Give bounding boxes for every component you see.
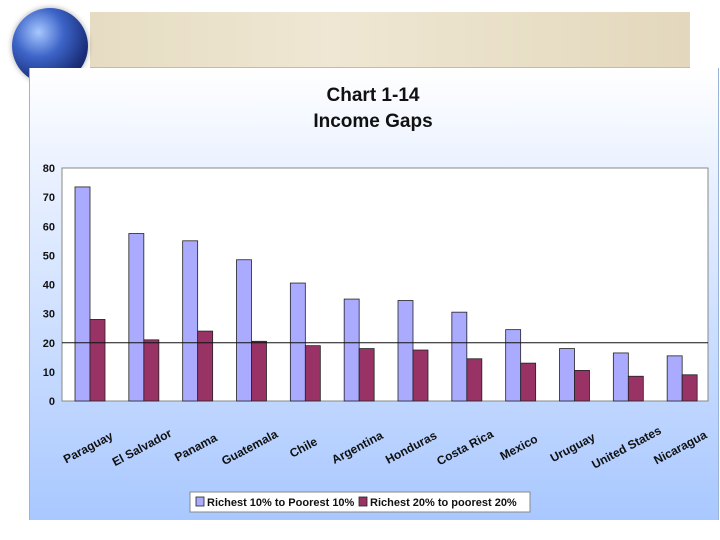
bar-richest20-argentina (358, 348, 375, 402)
chart-subtitle: Income Gaps (313, 111, 432, 132)
x-tick-label: Argentina (329, 428, 385, 467)
x-tick-label: Paraguay (61, 428, 116, 466)
y-tick-label: 80 (43, 163, 55, 175)
legend-swatch (358, 496, 368, 507)
y-tick-label: 60 (43, 221, 55, 233)
bar-richest20-united-states (627, 375, 644, 402)
y-axis: 0 10 20 30 40 50 60 70 80 (43, 163, 55, 408)
bar-richest20-panama (197, 330, 214, 402)
bar-richest10-costa-rica (451, 311, 468, 402)
plot-area (61, 167, 709, 402)
x-tick-label: El Salvador (110, 426, 175, 469)
bar-richest10-panama (182, 240, 199, 402)
bar-richest10-guatemala (236, 259, 252, 402)
bar-richest20-guatemala (251, 340, 267, 402)
bar-richest20-mexico (520, 362, 537, 402)
bar-richest10-paraguay (74, 186, 91, 402)
x-tick-label: Panama (172, 430, 219, 464)
bar-richest10-uruguay (559, 348, 575, 402)
bar-richest20-uruguay (574, 370, 590, 402)
x-tick-label: Honduras (383, 428, 439, 467)
bar-richest20-chile (304, 345, 321, 402)
bar-richest10-honduras (397, 300, 414, 402)
legend-label: Richest 10% to Poorest 10% (207, 497, 355, 509)
x-tick-label: United States (589, 423, 664, 472)
bar-richest20-paraguay (89, 319, 106, 402)
bar-richest20-honduras (412, 349, 429, 402)
bar-richest10-el-salvador (128, 233, 145, 402)
y-tick-label: 40 (43, 280, 55, 292)
legend: Richest 10% to Poorest 10% Richest 20% to… (189, 491, 531, 513)
x-tick-label: Mexico (498, 432, 540, 463)
x-tick-label: Chile (287, 434, 320, 460)
legend-label: Richest 20% to poorest 20% (370, 497, 517, 509)
y-tick-label: 0 (49, 396, 55, 408)
bar-richest10-mexico (505, 329, 522, 402)
bar-richest10-chile (289, 282, 306, 402)
y-tick-label: 30 (43, 309, 55, 321)
bars-group (74, 186, 698, 402)
y-tick-label: 20 (43, 338, 55, 350)
x-tick-label: Costa Rica (434, 427, 496, 469)
bar-richest20-el-salvador (143, 339, 160, 402)
bar-richest10-united-states (612, 352, 629, 402)
y-tick-label: 10 (43, 367, 55, 379)
bar-richest20-costa-rica (466, 358, 483, 402)
legend-swatch (195, 496, 205, 507)
y-tick-label: 70 (43, 192, 55, 204)
y-tick-label: 50 (43, 250, 55, 262)
header-map-banner (90, 12, 690, 68)
bar-richest10-nicaragua (666, 355, 683, 402)
x-tick-label: Guatemala (219, 427, 280, 468)
chart-title: Chart 1-14 (327, 85, 420, 106)
bar-richest10-argentina (343, 298, 360, 402)
bar-richest20-nicaragua (681, 374, 698, 402)
